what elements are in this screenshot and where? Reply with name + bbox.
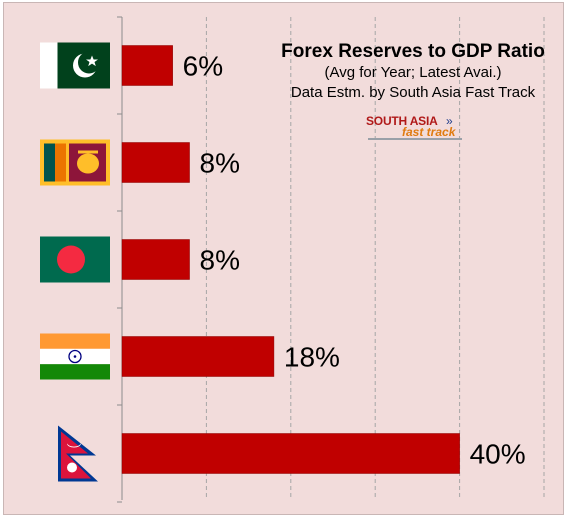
south-asia-fast-track-logo: SOUTH ASIA » fast track [366, 114, 464, 143]
data-label: 8% [200, 148, 240, 179]
lion [77, 153, 99, 174]
bar [121, 336, 275, 377]
data-label: 18% [284, 342, 340, 373]
data-label: 6% [183, 51, 223, 82]
sword [78, 150, 98, 154]
flag-stripe [44, 143, 55, 182]
chart-credit: Data Estm. by South Asia Fast Track [290, 84, 536, 101]
red-disc [57, 245, 85, 274]
nepal-flag [58, 425, 98, 482]
bar [121, 433, 460, 474]
star [86, 55, 98, 67]
logo-tagline [368, 138, 462, 140]
bar [121, 142, 190, 183]
logo-arrows-icon: » [446, 114, 453, 128]
chart-subtitle: (Avg for Year; Latest Avai.) [324, 64, 502, 81]
flag-stripe [55, 143, 66, 182]
chakra-hub [73, 355, 77, 358]
chart-title-block: Forex Reserves to GDP Ratio (Avg for Yea… [263, 40, 563, 103]
flag-stripe [40, 333, 110, 349]
bar [121, 45, 173, 86]
logo-line1: SOUTH ASIA [366, 114, 438, 128]
data-label: 40% [470, 439, 526, 470]
bar [121, 239, 190, 280]
sun [67, 462, 77, 473]
chart-title: Forex Reserves to GDP Ratio [281, 41, 545, 62]
data-label: 8% [200, 245, 240, 276]
chakra [68, 349, 82, 364]
logo-line2: fast track [402, 125, 456, 139]
crescent-cut [78, 51, 100, 74]
bangladesh-flag [40, 236, 110, 283]
sri-lanka-flag [40, 139, 110, 186]
flag-stripe [40, 364, 110, 380]
pakistan-flag [40, 42, 110, 89]
india-flag [40, 333, 110, 380]
moon [67, 443, 81, 448]
